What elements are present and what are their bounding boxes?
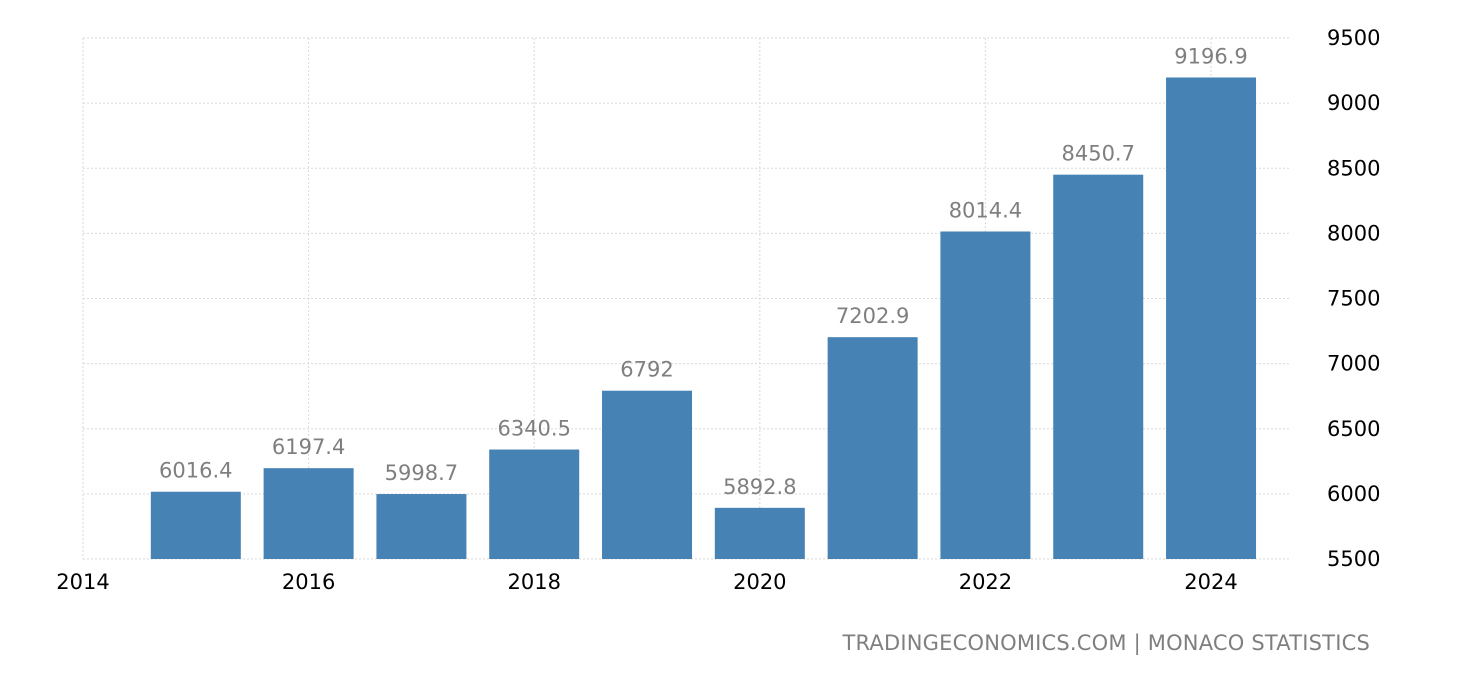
data-label-2020: 5892.8 — [723, 475, 796, 499]
y-tick-label: 7500 — [1327, 287, 1380, 311]
bar-2021 — [827, 337, 918, 559]
bar-2018 — [489, 449, 580, 559]
y-tick-label: 8000 — [1327, 221, 1380, 245]
y-tick-label: 9000 — [1327, 91, 1380, 115]
data-label-2019: 6792 — [620, 358, 673, 382]
data-label-2022: 8014.4 — [949, 198, 1022, 222]
x-axis: 2014 2016 2018 2020 2022 2024 — [56, 570, 1237, 594]
x-tick-label: 2024 — [1184, 570, 1237, 594]
source-credit: TRADINGECONOMICS.COM | MONACO STATISTICS — [842, 631, 1370, 655]
x-tick-label: 2014 — [56, 570, 109, 594]
x-tick-label: 2020 — [733, 570, 786, 594]
y-tick-label: 8500 — [1327, 156, 1380, 180]
y-tick-label: 5500 — [1327, 547, 1380, 571]
x-tick-label: 2022 — [959, 570, 1012, 594]
data-label-2017: 5998.7 — [385, 461, 458, 485]
bar-2024 — [1166, 77, 1257, 560]
bar-2017 — [376, 494, 467, 559]
bars — [150, 77, 1257, 560]
y-tick-label: 6000 — [1327, 482, 1380, 506]
bar-2020 — [714, 507, 805, 559]
x-tick-label: 2016 — [282, 570, 335, 594]
y-tick-label: 7000 — [1327, 352, 1380, 376]
bar-2023 — [1053, 174, 1144, 559]
data-label-2024: 9196.9 — [1174, 44, 1247, 68]
bar-2022 — [940, 231, 1031, 560]
data-label-2015: 6016.4 — [159, 459, 232, 483]
data-labels: 6016.4 6197.4 5998.7 6340.5 6792 5892.8 7202.9… — [159, 44, 1248, 498]
bar-2015 — [150, 491, 241, 559]
y-tick-label: 9500 — [1327, 26, 1380, 50]
data-label-2016: 6197.4 — [272, 435, 345, 459]
y-axis: 5500 6000 6500 7000 7500 8000 8500 9000 9500 — [1327, 26, 1380, 571]
x-tick-label: 2018 — [507, 570, 560, 594]
bar-2016 — [263, 468, 354, 559]
data-label-2021: 7202.9 — [836, 304, 909, 328]
bar-2019 — [602, 390, 693, 559]
data-label-2023: 8450.7 — [1061, 142, 1134, 166]
y-tick-label: 6500 — [1327, 417, 1380, 441]
data-label-2018: 6340.5 — [497, 417, 570, 441]
